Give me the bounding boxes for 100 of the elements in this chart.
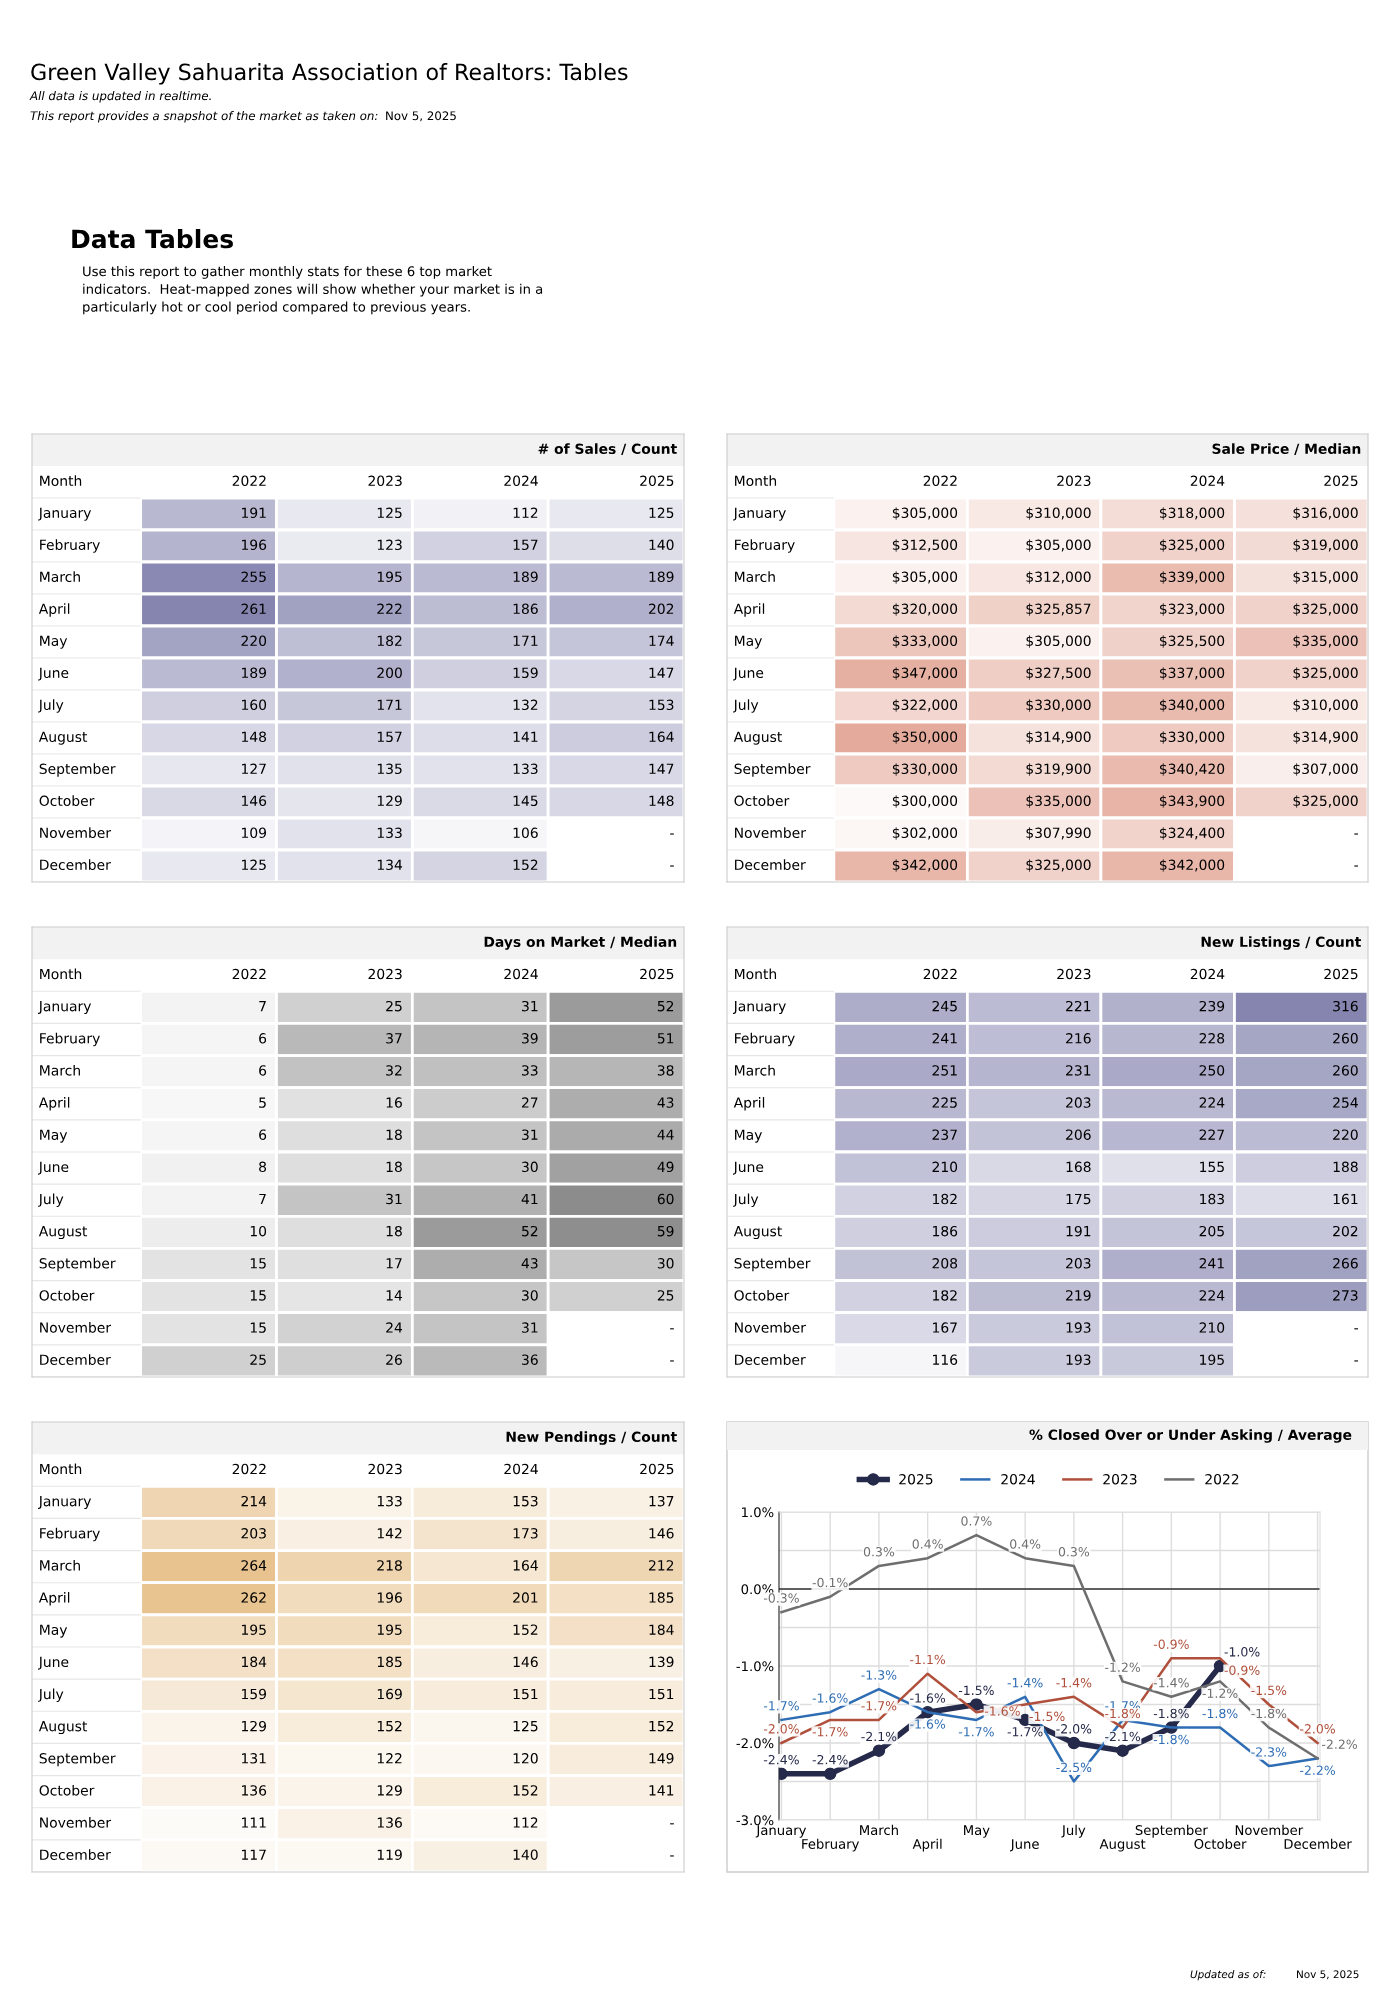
data-label: 251	[932, 1065, 957, 1076]
data-label: $307,990	[1026, 827, 1091, 840]
x-tick-label: 2025	[1324, 475, 1358, 487]
y-tick-label: April	[38, 1097, 70, 1111]
data-label: $325,000	[1293, 603, 1358, 616]
data-label: 224	[1199, 1290, 1225, 1301]
data-label: $350,000	[892, 731, 958, 744]
data-label: 212	[649, 1560, 674, 1571]
data-label: 129	[242, 1720, 267, 1732]
data-label: $305,000	[1026, 539, 1091, 552]
data-label: 122	[377, 1753, 402, 1764]
data-label: 25	[250, 1354, 266, 1365]
data-label: 125	[513, 1720, 538, 1732]
data-label: 15	[250, 1258, 266, 1269]
text: -	[670, 1855, 674, 1857]
legend-label: 2025	[899, 1473, 933, 1485]
text: -	[1354, 833, 1358, 835]
data-label: $343,900	[1159, 795, 1225, 808]
text: -	[1354, 1328, 1358, 1330]
text: This report provides a snapshot of the market as taken on:	[30, 111, 378, 123]
data-label: $310,000	[1293, 699, 1358, 712]
data-label: 260	[1333, 1065, 1358, 1076]
x-tick-label: June	[1010, 1839, 1039, 1852]
data-label: 218	[377, 1560, 402, 1571]
data-label: 6	[259, 1129, 267, 1140]
data-label: 173	[513, 1528, 538, 1539]
data-label: 201	[513, 1592, 538, 1603]
y-tick-label: November	[735, 1322, 806, 1333]
data-label: 202	[649, 603, 674, 615]
data-label: 7	[259, 1001, 266, 1012]
data-label: -1.7%	[812, 1727, 848, 1737]
data-label: 186	[933, 1225, 958, 1237]
x-tick-label: 2023	[1057, 475, 1091, 487]
x-tick-label: 2022	[232, 1463, 266, 1475]
data-label: 164	[513, 1560, 538, 1571]
y-axis-title: Month	[735, 475, 777, 487]
data-label: 160	[242, 699, 267, 711]
chart-title: # of Sales / Count	[538, 443, 677, 456]
data-label: 120	[513, 1753, 538, 1764]
data-label: 183	[1200, 1193, 1224, 1205]
data-label: -1.7%	[1007, 1727, 1043, 1737]
x-tick-label: May	[964, 1825, 990, 1838]
data-label: 142	[377, 1528, 402, 1539]
x-tick-label: 2024	[1190, 968, 1225, 980]
data-label: 196	[377, 1592, 402, 1603]
data-label: 59	[657, 1225, 674, 1237]
legend-label: 2023	[1103, 1473, 1137, 1485]
data-label: $325,500	[1159, 635, 1225, 648]
y-axis-title: Month	[40, 475, 82, 487]
data-label: 0.7%	[961, 1516, 992, 1526]
data-label: 38	[657, 1065, 674, 1076]
y-tick-label: April	[733, 603, 765, 617]
data-label: 132	[513, 699, 538, 711]
data-label: 133	[513, 763, 538, 775]
data-label: 5	[259, 1097, 266, 1108]
data-label: 116	[933, 1354, 958, 1365]
data-label: 106	[513, 827, 538, 839]
data-label: -1.7%	[763, 1701, 799, 1711]
data-label: -2.5%	[1056, 1762, 1092, 1773]
data-label: 109	[242, 827, 267, 839]
data-label: 193	[1066, 1322, 1091, 1333]
data-label: $335,000	[1293, 635, 1358, 648]
y-tick-label: January	[38, 1001, 92, 1015]
data-label: -0.9%	[1153, 1639, 1189, 1649]
data-label: -1.7%	[958, 1727, 994, 1737]
data-label: $302,000	[892, 827, 958, 840]
x-tick-label: 2022	[232, 475, 266, 487]
data-label: 152	[513, 1624, 538, 1635]
y-tick-label: May	[735, 635, 762, 649]
data-label: -1.8%	[1202, 1708, 1238, 1719]
data-label: 182	[933, 1193, 957, 1205]
data-label: -1.5%	[1251, 1685, 1287, 1696]
data-label: $342,000	[892, 859, 958, 872]
y-tick-label: September	[39, 1257, 116, 1272]
data-label: 36	[522, 1354, 538, 1365]
x-tick-label: 2025	[640, 968, 674, 980]
data-label: 153	[649, 699, 674, 711]
y-tick-label: February	[40, 1032, 100, 1047]
data-label: -2.4%	[763, 1754, 799, 1765]
data-label: 184	[242, 1656, 267, 1668]
data-label: $340,420	[1159, 763, 1225, 776]
y-tick-label: -2.0%	[736, 1738, 774, 1749]
y-tick-label: May	[735, 1129, 762, 1143]
data-label: -1.8%	[1153, 1734, 1189, 1745]
data-label: $325,000	[1026, 859, 1091, 872]
data-label: 188	[1333, 1161, 1358, 1173]
data-label: 41	[521, 1193, 538, 1205]
legend-label: 2022	[1205, 1473, 1239, 1485]
data-label: 30	[522, 1161, 538, 1173]
y-tick-label: May	[40, 635, 68, 649]
data-label: -1.8%	[1251, 1708, 1287, 1719]
data-label: 129	[377, 1785, 402, 1796]
data-label: 123	[377, 539, 402, 551]
legend-label: 2024	[1001, 1473, 1035, 1485]
data-label: 203	[241, 1528, 266, 1539]
data-label: -1.2%	[1202, 1688, 1238, 1698]
data-label: -1.8%	[1153, 1708, 1189, 1719]
data-label: 151	[649, 1688, 674, 1700]
data-label: 26	[386, 1354, 402, 1365]
data-label: 260	[1333, 1033, 1358, 1044]
